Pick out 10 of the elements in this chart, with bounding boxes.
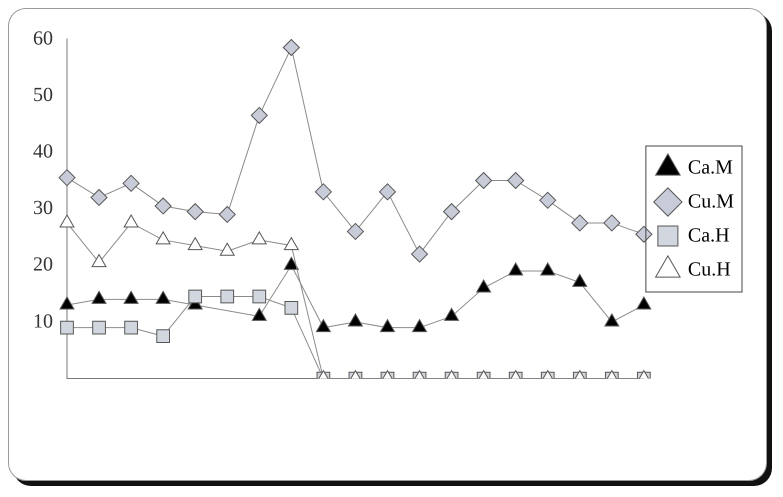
y-tick-label: 50 bbox=[33, 84, 53, 106]
y-tick-label: 60 bbox=[33, 27, 53, 50]
legend-label: Ca.M bbox=[688, 156, 734, 178]
y-tick-label: 30 bbox=[33, 197, 53, 220]
legend-label: Ca.H bbox=[688, 224, 730, 246]
y-tick-label: 40 bbox=[33, 140, 53, 162]
legend-label: Cu.M bbox=[688, 190, 734, 212]
y-tick-label: 20 bbox=[33, 254, 53, 276]
y-tick-label: 10 bbox=[33, 310, 53, 332]
legend-label: Cu.H bbox=[688, 258, 731, 280]
